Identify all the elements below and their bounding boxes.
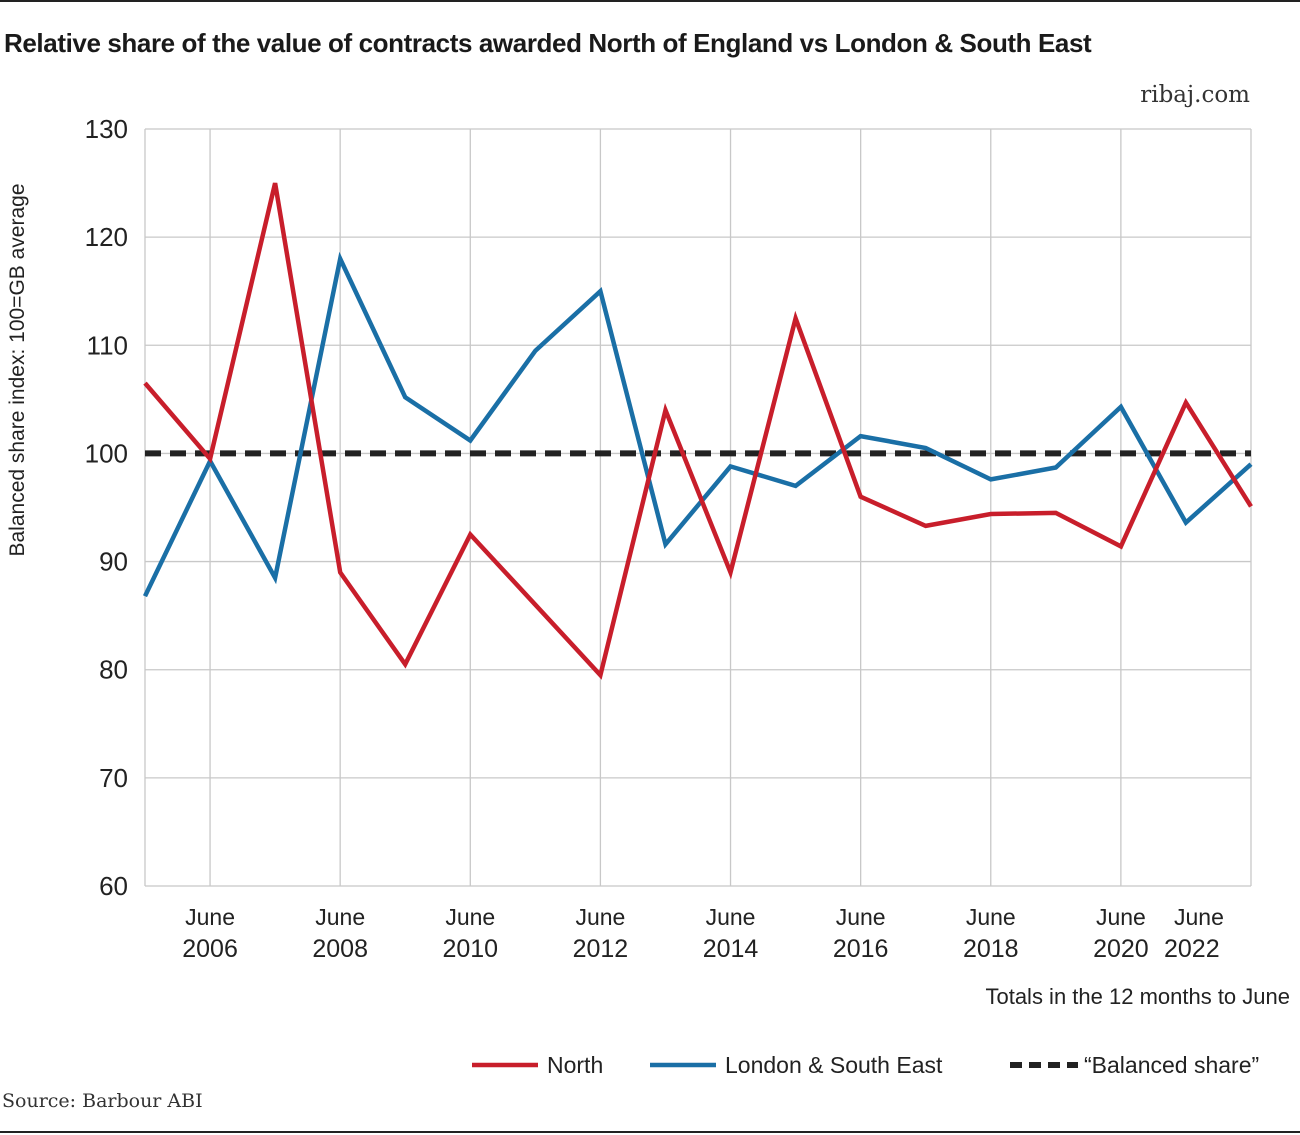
- legend-label-london-south-east: London & South East: [725, 1052, 943, 1078]
- legend: North London & South East “Balanced share”: [472, 1052, 1259, 1078]
- x-tick-month-2010: June: [445, 904, 495, 930]
- x-tick-year-2020: 2020: [1093, 935, 1149, 963]
- legend-label-north: North: [547, 1052, 603, 1078]
- x-tick-year-2016: 2016: [833, 935, 889, 963]
- x-tick-year-2012: 2012: [573, 935, 629, 963]
- y-tick-label-130: 130: [85, 114, 128, 144]
- x-tick-month-2012: June: [575, 904, 625, 930]
- x-tick-month-2008: June: [315, 904, 365, 930]
- y-axis-label: Balanced share index: 100=GB average: [6, 183, 29, 556]
- y-tick-label-60: 60: [99, 871, 128, 901]
- x-tick-year-2008: 2008: [312, 935, 368, 963]
- bottom-rule: [0, 1131, 1300, 1133]
- y-tick-label-110: 110: [87, 330, 128, 360]
- y-tick-label-70: 70: [99, 763, 128, 793]
- x-tick-year-2010: 2010: [442, 935, 498, 963]
- y-tick-label-80: 80: [99, 655, 128, 685]
- chart-title: Relative share of the value of contracts…: [4, 28, 1092, 58]
- x-tick-month-2022: June: [1174, 904, 1224, 930]
- series-line-london-south-east: [142, 251, 1253, 598]
- x-tick-year-2014: 2014: [703, 935, 759, 963]
- brand-label: ribaj.com: [1140, 82, 1250, 108]
- x-tick-month-2006: June: [185, 904, 235, 930]
- x-tick-year-2006: 2006: [182, 935, 238, 963]
- y-tick-label-120: 120: [85, 222, 128, 252]
- y-tick-label-100: 100: [85, 438, 128, 468]
- top-rule: [0, 0, 1300, 2]
- x-tick-month-2020: June: [1096, 904, 1146, 930]
- x-tick-year-2018: 2018: [963, 935, 1019, 963]
- source-note: Source: Barbour ABI: [2, 1090, 203, 1112]
- x-tick-month-2018: June: [966, 904, 1016, 930]
- x-tick-month-2016: June: [836, 904, 886, 930]
- x-axis-label: Totals in the 12 months to June: [985, 984, 1290, 1009]
- y-tick-label-90: 90: [99, 547, 128, 577]
- x-tick-year-2022: 2022: [1164, 935, 1220, 963]
- legend-label-balanced-share: “Balanced share”: [1084, 1052, 1259, 1078]
- series-line-north: [143, 182, 1253, 680]
- x-tick-month-2014: June: [706, 904, 756, 930]
